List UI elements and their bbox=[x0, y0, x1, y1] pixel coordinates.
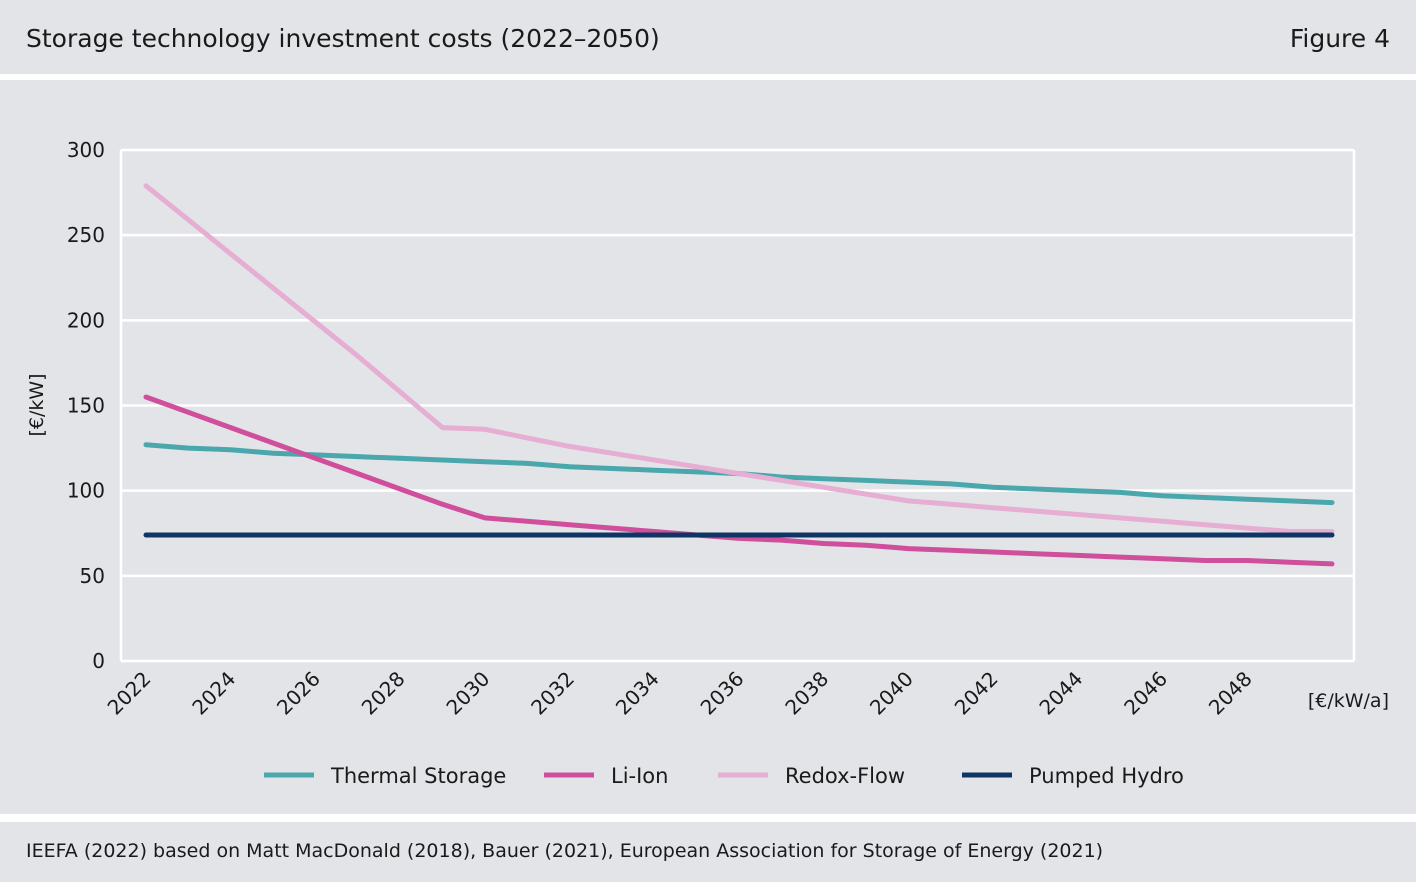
x-tick-label: 2022 bbox=[103, 667, 156, 720]
x-tick-label: 2028 bbox=[357, 667, 410, 720]
x-tick-label: 2034 bbox=[611, 667, 664, 720]
legend-label: Pumped Hydro bbox=[1029, 764, 1184, 788]
x-tick-label: 2040 bbox=[865, 667, 918, 720]
legend-label: Li-Ion bbox=[611, 764, 668, 788]
x-tick-label: 2044 bbox=[1034, 667, 1087, 720]
legend-label: Thermal Storage bbox=[330, 764, 506, 788]
header-band: Storage technology investment costs (202… bbox=[0, 0, 1416, 74]
y-tick-label: 250 bbox=[67, 223, 105, 247]
chart-title: Storage technology investment costs (202… bbox=[26, 24, 660, 53]
y-tick-label: 50 bbox=[80, 564, 105, 588]
y-tick-label: 200 bbox=[67, 308, 105, 332]
source-note: IEEFA (2022) based on Matt MacDonald (20… bbox=[26, 840, 1104, 862]
x-tick-label: 2024 bbox=[187, 667, 240, 720]
series-lines bbox=[143, 183, 1335, 567]
legend-item-thermal-storage: Thermal Storage bbox=[264, 764, 506, 788]
x-tick-label: 2038 bbox=[780, 667, 833, 720]
y-axis-label: [€/kW] bbox=[26, 373, 48, 436]
x-tick-label: 2036 bbox=[696, 667, 749, 720]
legend-label: Redox-Flow bbox=[785, 764, 905, 788]
x-tick-label: 2042 bbox=[950, 667, 1003, 720]
y-tick-label: 300 bbox=[67, 138, 105, 162]
legend-item-pumped-hydro: Pumped Hydro bbox=[962, 764, 1184, 788]
figure-label: Figure 4 bbox=[1289, 24, 1390, 53]
x-tick-labels: 2022 2024 2026 2028 2030 2032 2034 2036 2038 2040… bbox=[103, 667, 1257, 720]
y-tick-label: 100 bbox=[67, 479, 105, 503]
x-axis-unit-label: [€/kW/a] bbox=[1308, 690, 1389, 712]
series-line-redox-flow bbox=[143, 183, 1335, 534]
legend: Thermal Storage Li-Ion Redox-Flow Pumped Hy… bbox=[264, 764, 1184, 788]
y-tick-label: 150 bbox=[67, 394, 105, 418]
y-tick-label: 0 bbox=[92, 649, 105, 673]
x-tick-label: 2030 bbox=[441, 667, 494, 720]
chart-panel: 0 50 100 150 200 250 300 2022 2024 2026 2028 2030 2… bbox=[0, 80, 1416, 814]
series-line-li-ion bbox=[143, 394, 1335, 567]
footer-band: IEEFA (2022) based on Matt MacDonald (20… bbox=[0, 822, 1416, 882]
y-tick-labels: 0 50 100 150 200 250 300 bbox=[67, 138, 105, 673]
x-tick-label: 2032 bbox=[526, 667, 579, 720]
legend-item-li-ion: Li-Ion bbox=[544, 764, 668, 788]
grid-lines bbox=[119, 148, 1356, 663]
x-tick-label: 2026 bbox=[272, 667, 325, 720]
x-tick-label: 2048 bbox=[1204, 667, 1257, 720]
x-tick-label: 2046 bbox=[1119, 667, 1172, 720]
legend-item-redox-flow: Redox-Flow bbox=[718, 764, 905, 788]
